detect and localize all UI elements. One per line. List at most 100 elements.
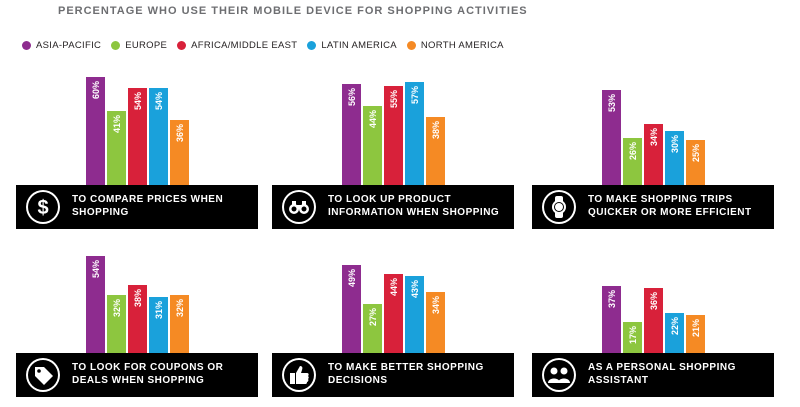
bar-value-label: 53%	[606, 93, 617, 112]
bar-value-label: 32%	[174, 299, 185, 318]
bar-north-america: 21%	[686, 315, 705, 353]
legend-swatch	[177, 40, 187, 50]
bar-group: 54% 32% 38% 31% 32%	[16, 245, 256, 353]
bar-value-label: 37%	[606, 290, 617, 309]
caption-box: TO LOOK FOR COUPONS OR DEALS WHEN SHOPPI…	[16, 353, 258, 397]
caption-text: AS A PERSONAL SHOPPING ASSISTANT	[588, 362, 736, 386]
caption-text: TO LOOK FOR COUPONS OR DEALS WHEN SHOPPI…	[72, 362, 224, 386]
caption-box: $ TO COMPARE PRICES WHEN SHOPPING	[16, 185, 258, 229]
caption-text: TO LOOK UP PRODUCT INFORMATION WHEN SHOP…	[328, 194, 500, 218]
bar-africa-middle-east: 34%	[644, 123, 663, 185]
bar-value-label: 56%	[346, 88, 357, 107]
bar-value-label: 43%	[409, 279, 420, 298]
legend-item-north-america: NORTH AMERICA	[406, 39, 504, 51]
legend-swatch	[406, 40, 416, 50]
legend-swatch	[22, 40, 31, 50]
bar-europe: 41%	[107, 111, 126, 185]
bar-north-america: 38%	[426, 116, 445, 185]
bar-group: 49% 27% 44% 43% 34%	[272, 245, 512, 353]
bar-value-label: 21%	[690, 319, 701, 338]
bar-latin-america: 54%	[149, 87, 168, 185]
bar-group: 37% 17% 36% 22% 21%	[532, 245, 772, 353]
legend-swatch	[111, 40, 121, 50]
legend-label: AFRICA/MIDDLE EAST	[191, 39, 298, 51]
legend-label: NORTH AMERICA	[420, 39, 504, 51]
bar-europe: 44%	[363, 105, 382, 185]
bar-value-label: 36%	[648, 292, 659, 311]
bar-value-label: 22%	[669, 317, 680, 336]
bar-asia-pacific: 54%	[86, 255, 105, 353]
bar-africa-middle-east: 55%	[384, 86, 403, 185]
bar-asia-pacific: 60%	[86, 77, 105, 185]
watch-icon	[542, 190, 576, 224]
bar-group: 56% 44% 55% 57% 38%	[272, 77, 512, 185]
caption-box: TO MAKE BETTER SHOPPING DECISIONS	[272, 353, 514, 397]
chart-title: PERCENTAGE WHO USE THEIR MOBILE DEVICE F…	[58, 5, 528, 17]
panel-compare-prices: 60% 41% 54% 54% 36% $ TO COMPARE PRICES WHEN…	[16, 77, 258, 237]
bar-value-label: 26%	[627, 142, 638, 161]
panel-personal-assistant: 37% 17% 36% 22% 21% AS A PERSONAL SHOPPING A…	[532, 245, 774, 405]
legend-label: LATIN AMERICA	[321, 39, 397, 51]
legend-item-latin-america: LATIN AMERICA	[307, 40, 397, 51]
bar-group: 53% 26% 34% 30% 25%	[532, 77, 772, 185]
bar-value-label: 57%	[409, 86, 420, 105]
bar-latin-america: 57%	[405, 82, 424, 185]
legend: ASIA-PACIFIC EUROPE AFRICA/MIDDLE EAST L…	[22, 38, 514, 52]
bar-value-label: 31%	[153, 301, 164, 320]
caption-text: TO MAKE SHOPPING TRIPS QUICKER OR MORE E…	[588, 194, 752, 218]
bar-asia-pacific: 53%	[602, 89, 621, 185]
bar-value-label: 17%	[627, 326, 638, 345]
bar-value-label: 27%	[367, 308, 378, 327]
bar-value-label: 25%	[690, 144, 701, 163]
bar-value-label: 54%	[90, 259, 101, 278]
bar-asia-pacific: 56%	[342, 84, 361, 185]
caption-box: TO LOOK UP PRODUCT INFORMATION WHEN SHOP…	[272, 185, 514, 229]
bar-value-label: 38%	[430, 120, 441, 139]
bar-value-label: 54%	[132, 91, 143, 110]
bar-africa-middle-east: 38%	[128, 284, 147, 353]
bar-value-label: 32%	[111, 299, 122, 318]
bar-africa-middle-east: 54%	[128, 87, 147, 185]
bar-group: 60% 41% 54% 54% 36%	[16, 77, 256, 185]
bar-asia-pacific: 49%	[342, 264, 361, 353]
bar-value-label: 30%	[669, 135, 680, 154]
binoculars-icon	[282, 190, 316, 224]
thumbs-up-icon	[282, 358, 316, 392]
panel-coupons: 54% 32% 38% 31% 32% TO LOOK FOR COUPONS OR D…	[16, 245, 258, 405]
bar-value-label: 36%	[174, 124, 185, 143]
legend-item-asia-pacific: ASIA-PACIFIC	[22, 40, 101, 51]
bar-value-label: 34%	[430, 295, 441, 314]
bar-latin-america: 43%	[405, 275, 424, 353]
bar-latin-america: 30%	[665, 131, 684, 185]
legend-swatch	[307, 40, 317, 50]
tag-icon	[26, 358, 60, 392]
bar-value-label: 41%	[111, 115, 122, 134]
bar-europe: 26%	[623, 138, 642, 185]
bar-north-america: 25%	[686, 140, 705, 185]
panel-better-decisions: 49% 27% 44% 43% 34% TO MAKE BETTER SHOPPING …	[272, 245, 514, 405]
bar-asia-pacific: 37%	[602, 286, 621, 353]
bar-value-label: 34%	[648, 127, 659, 146]
bar-africa-middle-east: 36%	[644, 288, 663, 353]
legend-item-europe: EUROPE	[111, 40, 167, 51]
bar-africa-middle-east: 44%	[384, 273, 403, 353]
svg-text:$: $	[37, 197, 48, 219]
caption-text: TO COMPARE PRICES WHEN SHOPPING	[72, 194, 224, 218]
bar-north-america: 32%	[170, 295, 189, 353]
bar-north-america: 36%	[170, 120, 189, 185]
bar-value-label: 55%	[388, 90, 399, 109]
caption-box: AS A PERSONAL SHOPPING ASSISTANT	[532, 353, 774, 397]
bar-europe: 32%	[107, 295, 126, 353]
caption-text: TO MAKE BETTER SHOPPING DECISIONS	[328, 362, 484, 386]
panel-product-info: 56% 44% 55% 57% 38% TO LOOK UP PRODUCT INFOR…	[272, 77, 514, 237]
bar-value-label: 38%	[132, 288, 143, 307]
bar-latin-america: 22%	[665, 313, 684, 353]
bar-value-label: 49%	[346, 268, 357, 287]
bar-value-label: 44%	[388, 277, 399, 296]
legend-label: EUROPE	[125, 39, 168, 51]
bar-latin-america: 31%	[149, 297, 168, 353]
bar-europe: 27%	[363, 304, 382, 353]
bar-north-america: 34%	[426, 291, 445, 353]
caption-box: TO MAKE SHOPPING TRIPS QUICKER OR MORE E…	[532, 185, 774, 229]
bar-value-label: 54%	[153, 91, 164, 110]
